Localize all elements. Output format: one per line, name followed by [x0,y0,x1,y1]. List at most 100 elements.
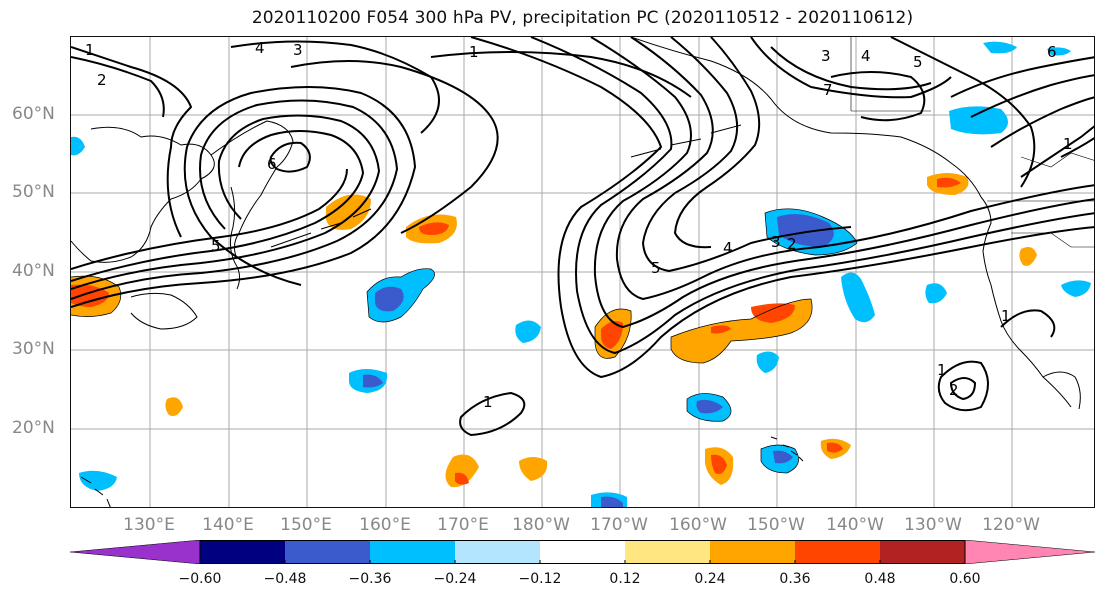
pv-contour [770,46,932,91]
contour-label: 1 [469,43,479,61]
lon-label-120w: 120°W [982,515,1040,535]
lon-label-150e: 150°E [280,515,332,535]
pv-contour [71,56,165,118]
colorbar-segment [455,540,540,564]
pv-contour [750,37,952,99]
contour-label: 5 [913,53,923,71]
shading-outline [594,308,632,359]
pv-contour [949,377,977,401]
pv-contour [1060,137,1094,158]
contour-label: 1 [483,393,493,411]
pv-contour [970,74,1094,118]
coastline [130,292,198,330]
contour-label: 4 [255,39,265,57]
negative-anomaly [756,351,779,373]
colorbar-label: −0.24 [433,571,477,587]
positive-anomaly-strong [937,177,961,188]
colorbar-segment [795,540,880,564]
contour-label: 1 [937,361,947,379]
positive-anomaly [445,454,479,488]
colorbar-label: −0.36 [348,571,392,587]
positive-anomaly-strong [455,472,469,485]
negative-anomaly [983,41,1017,54]
lon-label-140e: 140°E [202,515,254,535]
colorbar-segment [625,540,710,564]
positive-anomaly-strong [827,442,843,453]
colorbar-label: −0.12 [518,571,562,587]
contour-label: 2 [97,71,107,89]
pv-contour [470,37,1094,379]
coastline [630,37,982,198]
pv-contour [290,60,499,234]
negative-anomaly [1061,280,1091,297]
colorbar-border [199,540,966,564]
negative-anomaly-strong [773,450,793,464]
pv-contour [71,86,417,308]
borders [850,37,1094,248]
shading-outline [686,393,732,422]
colorbar-segment [200,540,285,564]
negative-anomaly-strong [375,286,404,312]
colorbar-segment [710,540,795,564]
coastline [210,120,294,260]
contour-label: 1 [85,41,95,59]
pv-contour [71,130,365,282]
pv-contour [1000,309,1056,338]
colorbar-segment [540,540,625,564]
shading-outline [670,298,813,364]
coastline [80,476,111,507]
pv-contour [230,40,440,134]
lat-label-50n: 50°N [12,182,55,202]
positive-anomaly-strong [751,303,795,323]
contour-label: 5 [211,237,221,255]
positive-anomaly [1019,247,1037,266]
lat-label-60n: 60°N [12,104,55,124]
negative-anomaly [515,320,541,343]
colorbar-segment [370,540,455,564]
colorbar-label: 0.24 [694,571,726,587]
contour-label: 3 [293,41,303,59]
pv-contour [269,141,311,173]
positive-anomaly [519,457,548,481]
contour-label: 2 [949,381,959,399]
contour-label: 6 [1047,43,1057,61]
lon-label-130w: 130°W [904,515,962,535]
colorbar-label: 0.60 [949,571,981,587]
contour-label: 3 [821,47,831,65]
map-svg: 1 2 3 4 5 6 7 1 3 4 5 6 1 2 3 4 5 1 1 2 [71,37,1094,507]
pv-contour [590,37,1094,329]
coastline [980,196,1072,408]
shading-outline [71,275,122,317]
lat-label-20n: 20°N [12,418,55,438]
colorbar-ticks [199,560,966,564]
negative-anomaly [79,470,117,491]
contour-labels: 1 2 3 4 5 6 7 1 3 4 5 6 1 2 3 4 5 1 1 2 [85,39,1073,411]
coastline [770,436,804,462]
colorbar [70,540,1095,564]
shading-outline [760,444,799,474]
negative-anomaly-strong [777,214,834,247]
positive-anomaly-strong [711,454,727,474]
pv-contour [71,99,399,300]
colorbar-segment [880,540,965,564]
contour-label: 5 [651,259,661,277]
gridlines [71,37,1094,507]
pv-contour [890,37,1036,188]
lat-label-30n: 30°N [12,339,55,359]
contour-label: 4 [723,239,733,257]
pv-contour [641,37,852,273]
positive-anomaly-strong [711,325,731,334]
contour-label: 1 [1063,135,1073,153]
negative-anomaly [841,272,875,323]
positive-anomaly-strong [601,321,623,349]
precip-shading [71,41,1091,507]
contour-label: 3 [771,233,781,251]
lon-label-170e: 170°E [437,515,489,535]
pv-contour [459,391,526,437]
pv-contour [673,37,761,249]
border [1020,152,1094,168]
lon-label-180w: 180°W [512,515,570,535]
pv-contour [1020,125,1094,178]
coastline [1042,371,1081,410]
